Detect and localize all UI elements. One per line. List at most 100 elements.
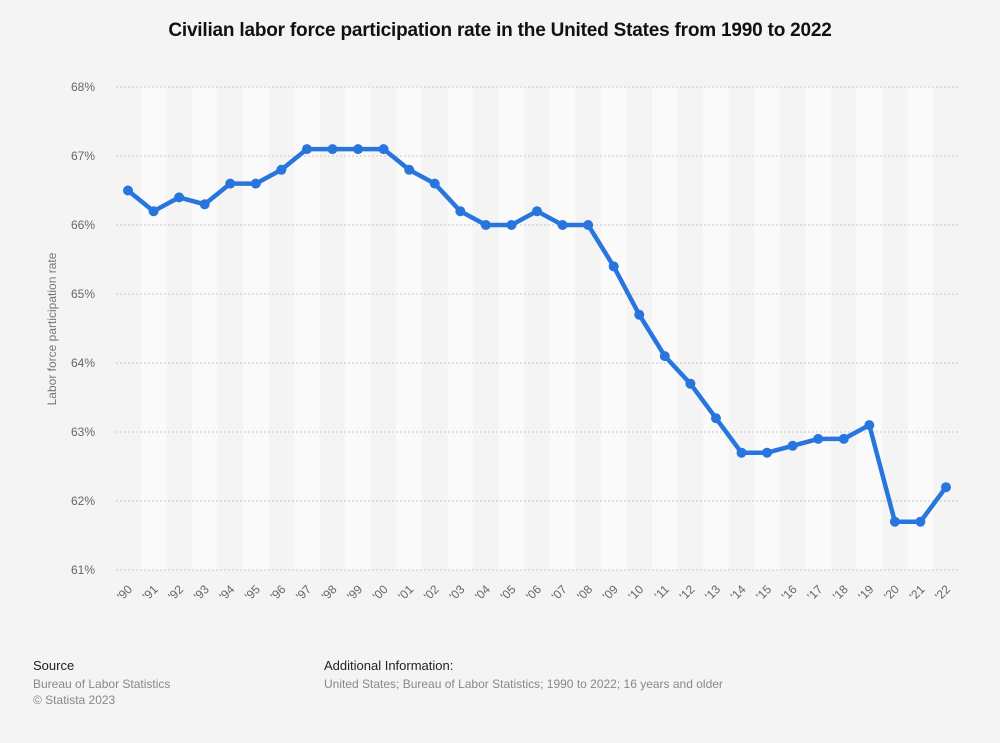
band <box>396 87 422 570</box>
x-tick-label: '91 <box>140 582 161 603</box>
y-axis-ticks: 61% 62% 63% 64% 65% 66% 67% 68% <box>71 80 95 577</box>
data-point <box>455 206 466 217</box>
gridlines <box>116 86 959 571</box>
data-point <box>532 206 542 217</box>
x-tick-label: '11 <box>652 582 673 603</box>
y-tick-label: 66% <box>71 218 95 232</box>
data-point <box>762 447 773 458</box>
band <box>345 87 371 570</box>
data-point <box>941 482 951 493</box>
x-tick-label: '03 <box>446 582 467 603</box>
band <box>498 87 525 570</box>
x-tick-label: '99 <box>344 582 365 603</box>
x-tick-label: '92 <box>165 582 186 603</box>
x-tick-label: '00 <box>370 582 391 603</box>
x-tick-label: '12 <box>677 582 698 603</box>
y-tick-label: 63% <box>71 425 95 439</box>
band <box>907 87 934 570</box>
x-tick-label: '07 <box>549 582 570 603</box>
data-point <box>301 144 312 155</box>
additional-info-block: Additional Information: United States; B… <box>324 658 723 692</box>
x-tick-label: '90 <box>114 582 135 603</box>
line-chart: 61% 62% 63% 64% 65% 66% 67% 68% Labor force par… <box>45 80 959 603</box>
x-tick-label: '97 <box>293 582 314 603</box>
data-point <box>608 261 619 272</box>
band <box>294 87 320 570</box>
x-tick-label: '96 <box>268 582 289 603</box>
additional-info-text: United States; Bureau of Labor Statistic… <box>324 677 723 691</box>
x-tick-label: '98 <box>319 582 340 603</box>
data-point <box>710 413 721 424</box>
source-heading: Source <box>33 658 75 673</box>
data-point <box>327 144 338 155</box>
x-tick-label: '17 <box>804 582 825 603</box>
band <box>191 87 218 570</box>
band <box>805 87 831 570</box>
y-tick-label: 61% <box>71 563 95 577</box>
data-point <box>736 447 747 458</box>
data-point <box>915 516 926 527</box>
data-point <box>480 220 491 230</box>
data-point <box>506 220 517 230</box>
data-point <box>225 178 236 189</box>
y-tick-label: 65% <box>71 287 95 301</box>
data-point <box>685 378 696 389</box>
data-point <box>889 516 900 527</box>
data-point <box>148 206 159 217</box>
y-tick-label: 64% <box>71 356 95 370</box>
x-axis-ticks: '90'91'92'93'94'95'96'97'98'99'00'01'02 '… <box>114 582 953 603</box>
data-point <box>838 433 849 444</box>
background-bands <box>140 87 934 570</box>
band <box>754 87 780 570</box>
chart-title: Civilian labor force participation rate … <box>168 20 832 41</box>
x-tick-label: '20 <box>881 582 902 603</box>
data-point <box>276 164 287 175</box>
band <box>447 87 474 570</box>
x-tick-label: '15 <box>753 582 774 603</box>
data-point <box>174 192 185 203</box>
source-block: Source Bureau of Labor Statistics © Stat… <box>33 658 170 708</box>
x-tick-label: '13 <box>702 582 723 603</box>
y-tick-label: 68% <box>71 80 95 94</box>
data-point <box>583 220 594 230</box>
x-tick-label: '16 <box>779 582 800 603</box>
data-point <box>813 433 824 444</box>
data-point <box>353 144 364 155</box>
data-point <box>787 440 798 451</box>
y-axis-label: Labor force participation rate <box>45 252 59 405</box>
data-point <box>659 351 670 362</box>
band <box>549 87 576 570</box>
x-tick-label: '93 <box>191 582 212 603</box>
x-tick-label: '19 <box>855 582 876 603</box>
additional-info-heading: Additional Information: <box>324 658 454 673</box>
band <box>600 87 627 570</box>
data-point <box>378 144 389 155</box>
data-point <box>864 420 875 431</box>
band <box>652 87 678 570</box>
band <box>856 87 883 570</box>
x-tick-label: '06 <box>523 582 544 603</box>
y-tick-label: 67% <box>71 149 95 163</box>
data-point <box>250 178 261 189</box>
x-tick-label: '94 <box>216 582 237 603</box>
series-line <box>123 144 951 527</box>
x-tick-label: '22 <box>932 582 953 603</box>
x-tick-label: '01 <box>395 582 416 603</box>
copyright-line: © Statista 2023 <box>33 693 116 707</box>
x-tick-label: '09 <box>600 582 621 603</box>
data-point <box>429 178 440 189</box>
source-line[interactable]: Bureau of Labor Statistics <box>33 677 171 691</box>
x-tick-label: '14 <box>728 582 749 603</box>
x-tick-label: '08 <box>574 582 595 603</box>
y-tick-label: 62% <box>71 494 95 508</box>
x-tick-label: '10 <box>625 582 646 603</box>
data-point <box>123 185 133 196</box>
x-tick-label: '18 <box>830 582 851 603</box>
x-tick-label: '05 <box>498 582 519 603</box>
data-point <box>199 199 210 210</box>
data-point <box>404 164 415 175</box>
data-point <box>557 220 568 230</box>
data-point <box>634 309 645 320</box>
band <box>140 87 167 570</box>
band <box>243 87 269 570</box>
